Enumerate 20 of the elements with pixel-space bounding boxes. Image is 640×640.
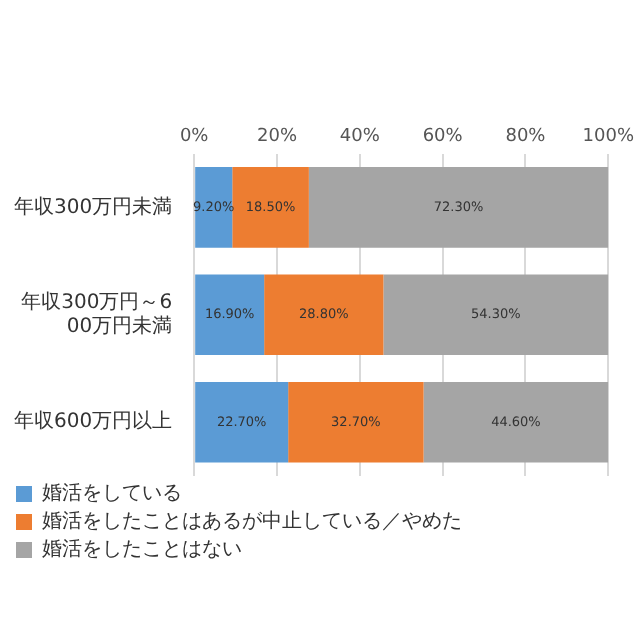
bar [232, 167, 309, 248]
x-tick-label: 60% [422, 127, 464, 148]
bar [383, 274, 609, 356]
x-tick-label: 0% [179, 127, 210, 148]
y-tick-label: 年収300万円～600万円未満 [21, 289, 173, 338]
legend-label: 婚活をしたことはあるが中止している／やめた [42, 509, 462, 534]
bar [423, 381, 609, 463]
x-tick-label: 20% [256, 127, 298, 148]
bar [288, 381, 424, 463]
bar [195, 381, 289, 463]
y-tick-label: 年収600万円以上 [13, 409, 173, 434]
legend-label: 婚活をしている [42, 481, 182, 506]
x-tick-label: 100% [582, 127, 635, 148]
y-tick-label: 年収300万円未満 [13, 194, 173, 219]
x-tick-label: 80% [505, 127, 547, 148]
legend-label: 婚活をしたことはない [42, 537, 242, 562]
x-tick-label: 40% [339, 127, 381, 148]
bar [195, 274, 265, 356]
bar [264, 274, 384, 356]
bar [308, 167, 609, 248]
